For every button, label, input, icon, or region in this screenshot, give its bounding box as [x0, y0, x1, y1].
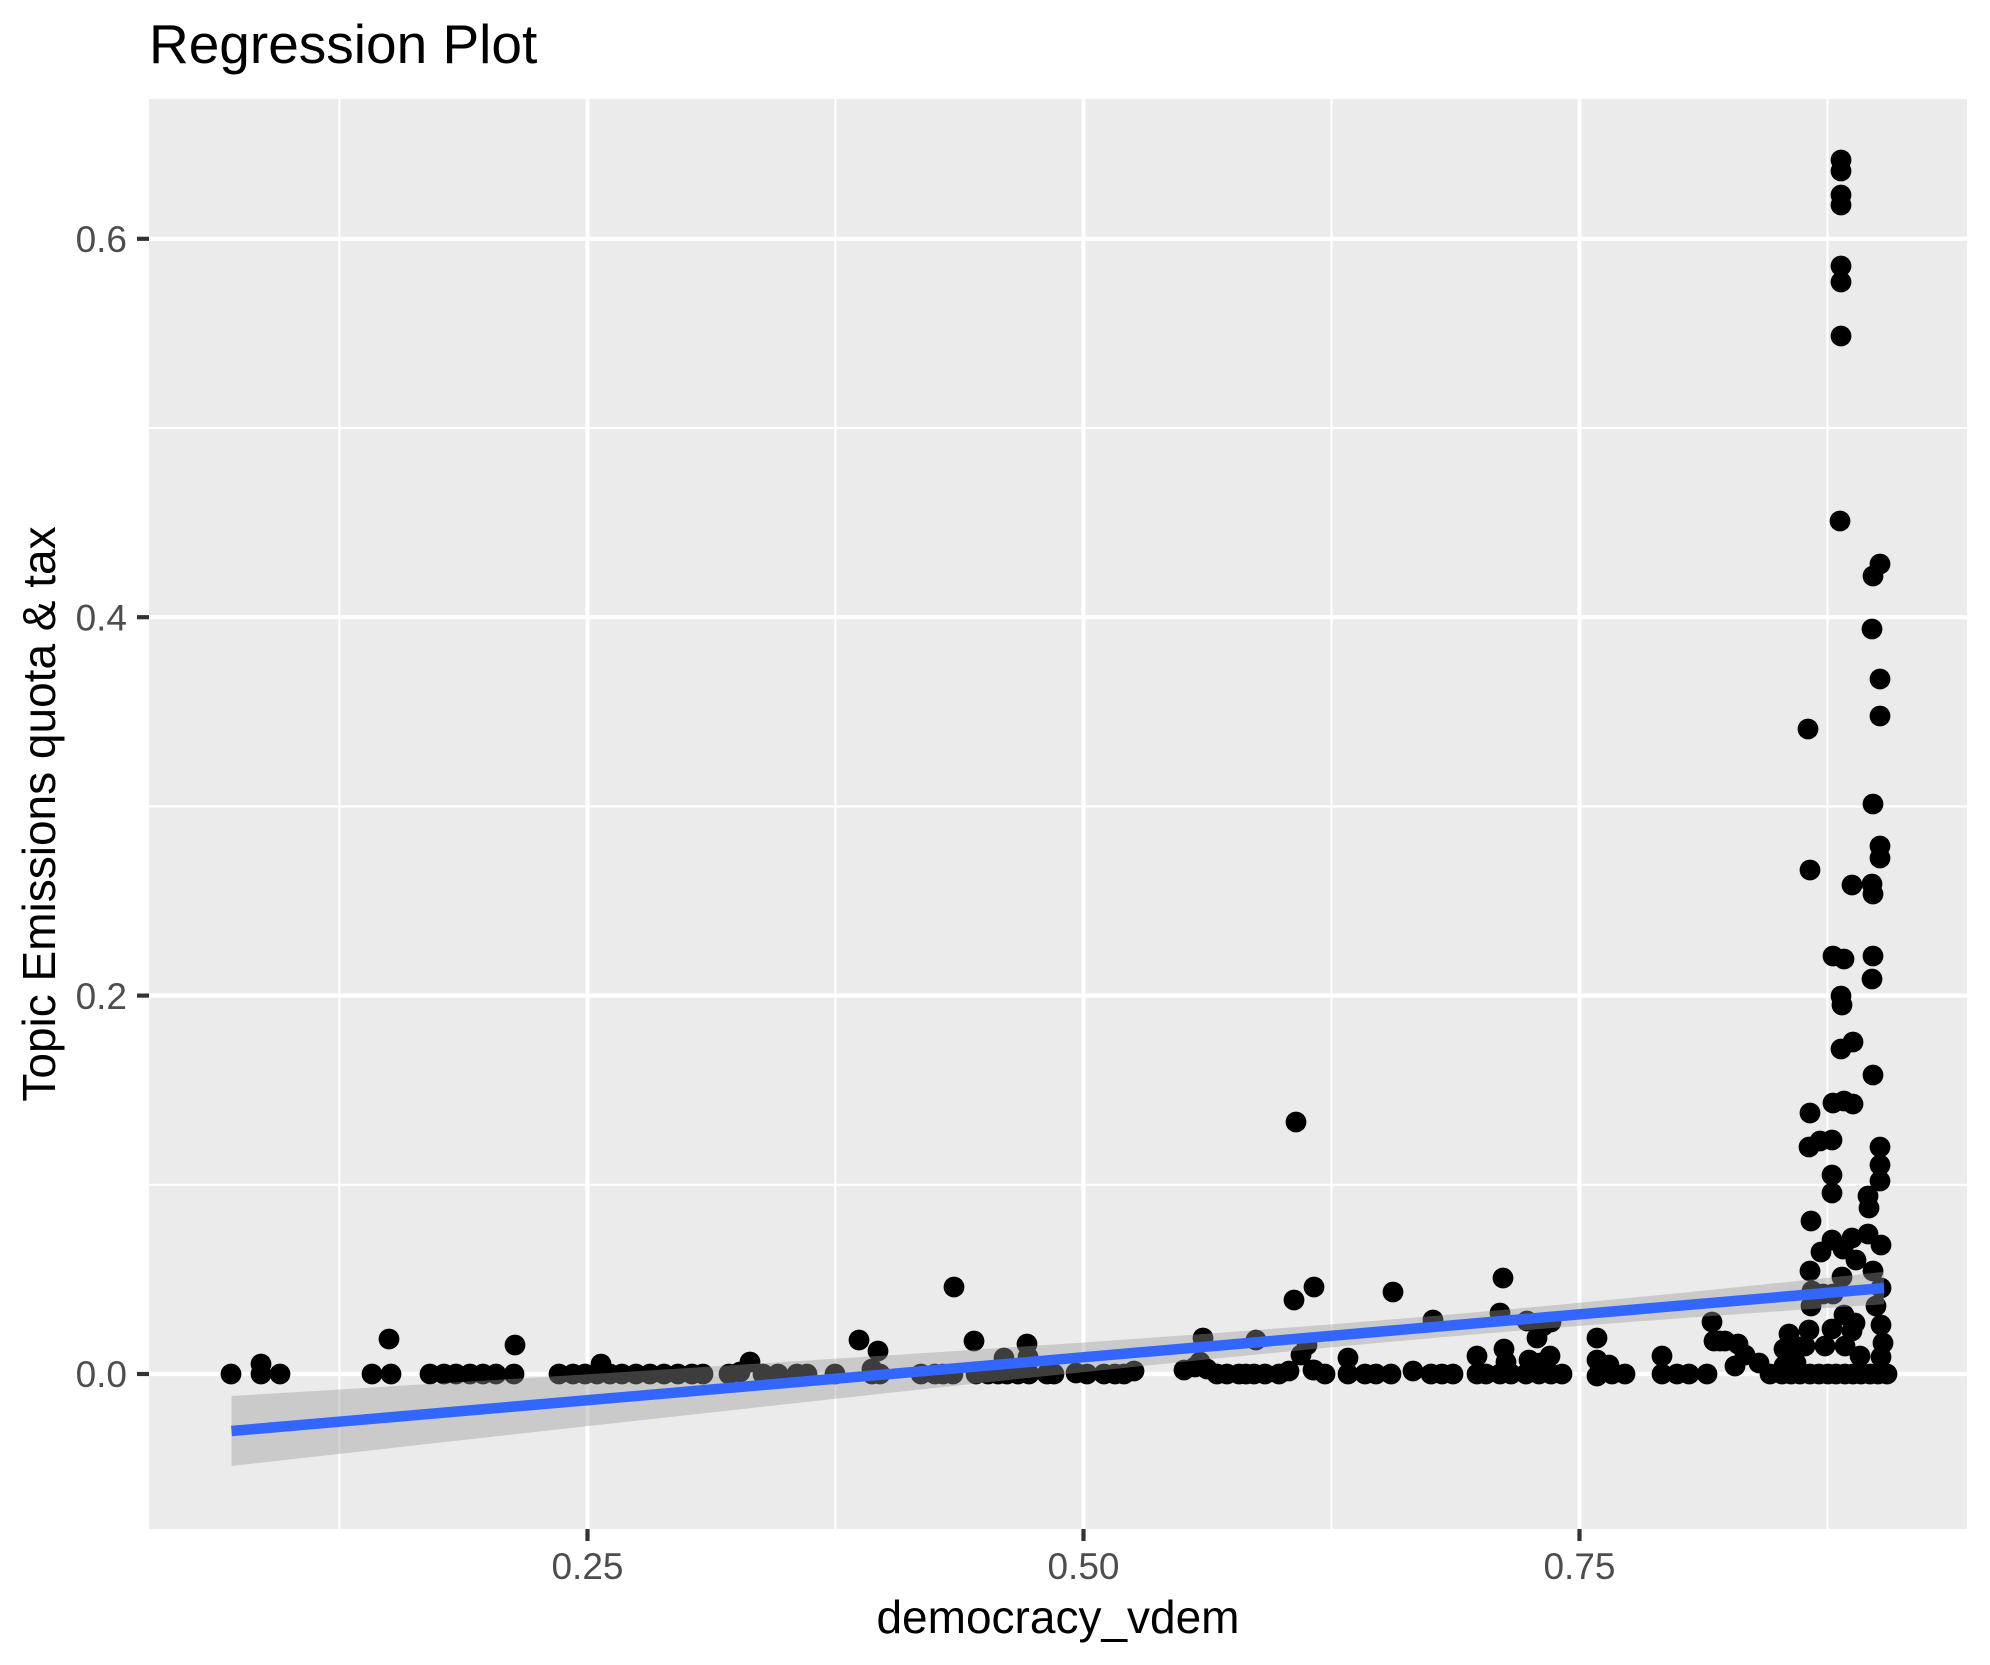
- svg-text:0.6: 0.6: [76, 219, 127, 260]
- svg-text:0.0: 0.0: [76, 1354, 127, 1395]
- svg-text:0.4: 0.4: [76, 597, 127, 638]
- svg-text:Regression Plot: Regression Plot: [149, 13, 537, 75]
- svg-text:0.2: 0.2: [76, 976, 127, 1017]
- svg-text:Topic Emissions quota & tax: Topic Emissions quota & tax: [13, 526, 65, 1101]
- svg-text:0.75: 0.75: [1543, 1546, 1615, 1587]
- svg-text:democracy_vdem: democracy_vdem: [876, 1591, 1239, 1643]
- svg-text:0.25: 0.25: [551, 1546, 623, 1587]
- svg-text:0.50: 0.50: [1047, 1546, 1119, 1587]
